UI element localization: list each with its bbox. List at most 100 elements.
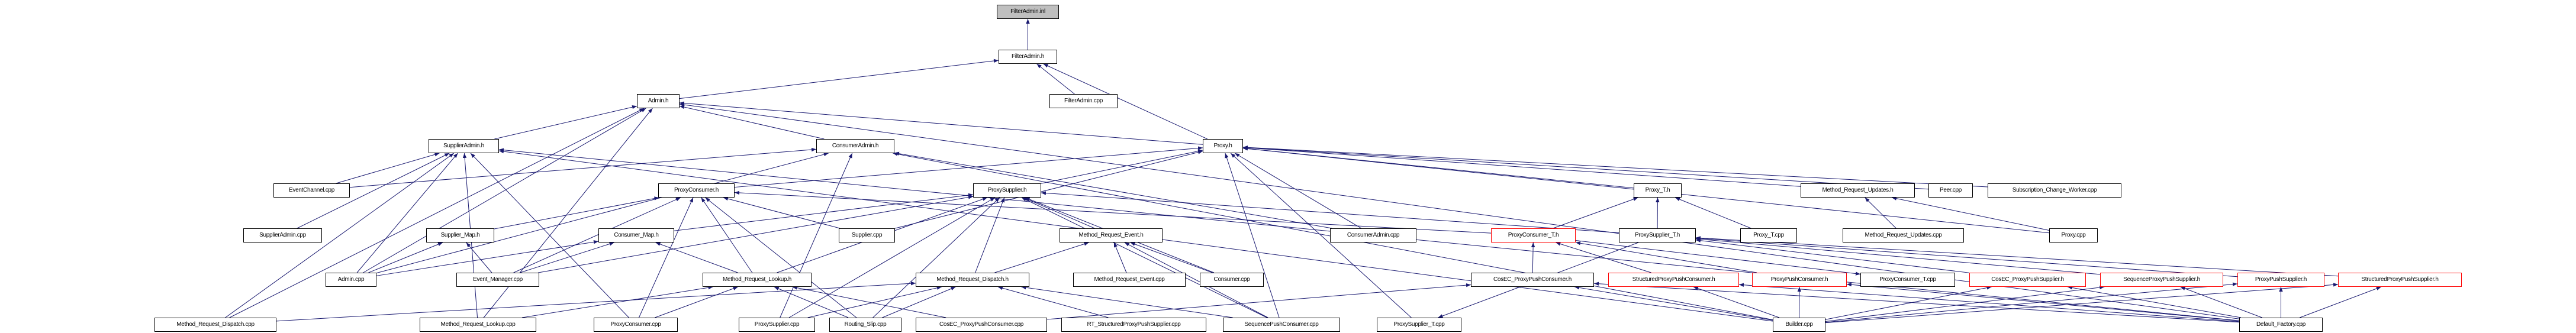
include-edge bbox=[1021, 197, 1267, 318]
include-edge bbox=[1230, 153, 1412, 318]
graph-node[interactable]: SupplierAdmin.cpp bbox=[243, 228, 322, 243]
graph-node[interactable]: Method_Request_Dispatch.h bbox=[916, 273, 1029, 287]
graph-node[interactable]: Method_Request_Lookup.h bbox=[703, 273, 812, 287]
include-edge bbox=[1825, 285, 2105, 322]
graph-node[interactable]: Proxy_T.h bbox=[1634, 183, 1682, 198]
include-edge bbox=[1695, 236, 2339, 277]
include-edge bbox=[1825, 283, 2339, 324]
include-edge bbox=[520, 242, 614, 273]
graph-node[interactable]: ConsumerAdmin.cpp bbox=[1330, 228, 1416, 243]
include-edge bbox=[1242, 146, 1929, 190]
include-edge bbox=[994, 242, 1089, 273]
graph-node[interactable]: SupplierAdmin.h bbox=[429, 139, 499, 153]
graph-node[interactable]: Admin.cpp bbox=[326, 273, 376, 287]
include-edge bbox=[368, 242, 443, 273]
include-edge bbox=[792, 286, 946, 318]
include-edge bbox=[297, 153, 450, 229]
include-edge bbox=[229, 108, 645, 318]
include-edge bbox=[1036, 63, 1075, 95]
graph-node[interactable]: Event_Manager.cpp bbox=[456, 273, 539, 287]
graph-node[interactable]: ProxyPushConsumer.h bbox=[1752, 273, 1847, 287]
include-edge bbox=[494, 105, 637, 140]
include-edge bbox=[1574, 286, 1773, 321]
graph-node[interactable]: Method_Request_Event.h bbox=[1060, 228, 1163, 243]
include-edge bbox=[705, 197, 857, 318]
include-edge bbox=[655, 242, 738, 273]
include-edge bbox=[470, 153, 629, 318]
include-edge bbox=[894, 151, 1332, 229]
include-edge bbox=[1531, 242, 1535, 273]
graph-node[interactable]: Proxy_T.cpp bbox=[1740, 228, 1797, 243]
graph-node[interactable]: SequencePushConsumer.cpp bbox=[1223, 318, 1340, 332]
graph-node[interactable]: Builder.cpp bbox=[1773, 318, 1825, 332]
graph-node[interactable]: StructuredProxyPushSupplier.h bbox=[2338, 273, 2462, 287]
include-edge bbox=[466, 242, 492, 273]
include-edge bbox=[1234, 153, 1362, 229]
include-edge bbox=[1695, 237, 2101, 275]
graph-node[interactable]: Consumer.cpp bbox=[1200, 273, 1264, 287]
include-edge bbox=[1738, 283, 2240, 322]
include-edge bbox=[2180, 286, 2262, 318]
graph-node[interactable]: Method_Request_Lookup.cpp bbox=[420, 318, 536, 332]
include-edge bbox=[638, 197, 694, 318]
graph-node[interactable]: ProxySupplier_T.h bbox=[1619, 228, 1696, 243]
include-edge bbox=[674, 193, 974, 231]
graph-node[interactable]: Routing_Slip.cpp bbox=[829, 318, 901, 332]
graph-node[interactable]: Subscription_Change_Worker.cpp bbox=[1988, 183, 2121, 198]
include-edge bbox=[356, 153, 458, 273]
graph-node[interactable]: FilterAdmin.cpp bbox=[1049, 94, 1118, 108]
graph-node[interactable]: StructuredProxyPushConsumer.h bbox=[1608, 273, 1739, 287]
include-edge bbox=[1041, 191, 1619, 234]
include-edge bbox=[734, 190, 1492, 234]
graph-node[interactable]: CosEC_ProxyPushConsumer.h bbox=[1471, 273, 1594, 287]
graph-node[interactable]: Supplier_Map.h bbox=[426, 228, 494, 243]
graph-node[interactable]: ProxyConsumer.cpp bbox=[594, 318, 678, 332]
graph-node[interactable]: ProxyConsumer_T.cpp bbox=[1860, 273, 1955, 287]
include-edge bbox=[513, 197, 681, 273]
graph-node[interactable]: Peer.cpp bbox=[1928, 183, 1973, 198]
graph-node[interactable]: FilterAdmin.h bbox=[999, 50, 1057, 64]
graph-node[interactable]: Admin.h bbox=[637, 94, 680, 108]
graph-node[interactable]: ProxySupplier.h bbox=[973, 183, 1041, 198]
graph-node[interactable]: Consumer_Map.h bbox=[598, 228, 674, 243]
graph-node[interactable]: Method_Request_Updates.cpp bbox=[1843, 228, 1964, 243]
graph-node[interactable]: ProxyConsumer_T.h bbox=[1491, 228, 1576, 243]
include-edge bbox=[1825, 286, 1992, 320]
include-edge bbox=[679, 105, 825, 140]
include-edge bbox=[1242, 146, 1801, 187]
graph-node[interactable]: SequenceProxyPushSupplier.h bbox=[2100, 273, 2223, 287]
graph-node[interactable]: Method_Request_Dispatch.cpp bbox=[154, 318, 276, 332]
include-edge bbox=[997, 286, 1109, 318]
include-edge bbox=[655, 286, 738, 318]
graph-node[interactable]: Method_Request_Event.cpp bbox=[1073, 273, 1186, 287]
include-edge bbox=[1693, 286, 1780, 318]
include-edge bbox=[679, 59, 999, 99]
graph-node[interactable]: ConsumerAdmin.h bbox=[816, 139, 894, 153]
graph-node[interactable]: RT_StructuredProxyPushSupplier.cpp bbox=[1061, 318, 1206, 332]
include-edge bbox=[788, 197, 996, 318]
graph-node[interactable]: Method_Request_Updates.h bbox=[1801, 183, 1915, 198]
include-edge bbox=[494, 196, 659, 229]
graph-node[interactable]: CosEC_ProxyPushSupplier.h bbox=[1969, 273, 2086, 287]
graph-node[interactable]: Supplier.cpp bbox=[839, 228, 895, 243]
graph-node[interactable]: Proxy.cpp bbox=[2049, 228, 2098, 243]
graph-root-node: FilterAdmin.inl bbox=[997, 5, 1059, 19]
include-edge bbox=[2300, 286, 2381, 318]
graph-node[interactable]: EventChannel.cpp bbox=[273, 183, 350, 198]
graph-node[interactable]: ProxyConsumer.h bbox=[658, 183, 735, 198]
include-edge bbox=[1825, 282, 2238, 323]
graph-node[interactable]: Proxy.h bbox=[1203, 139, 1243, 153]
include-edge bbox=[2067, 286, 2242, 318]
graph-node[interactable]: ProxySupplier.cpp bbox=[739, 318, 815, 332]
include-edge bbox=[679, 101, 1203, 145]
graph-node[interactable]: ProxySupplier_T.cpp bbox=[1377, 318, 1461, 332]
include-edge bbox=[1046, 283, 1471, 320]
graph-node[interactable]: ProxyPushSupplier.h bbox=[2237, 273, 2324, 287]
graph-node[interactable]: CosEC_ProxyPushConsumer.cpp bbox=[916, 318, 1047, 332]
graph-node[interactable]: Default_Factory.cpp bbox=[2239, 318, 2323, 332]
include-edge bbox=[1124, 242, 1268, 318]
include-edge bbox=[1553, 197, 1638, 229]
include-edge bbox=[349, 147, 817, 188]
include-edge bbox=[882, 286, 956, 318]
